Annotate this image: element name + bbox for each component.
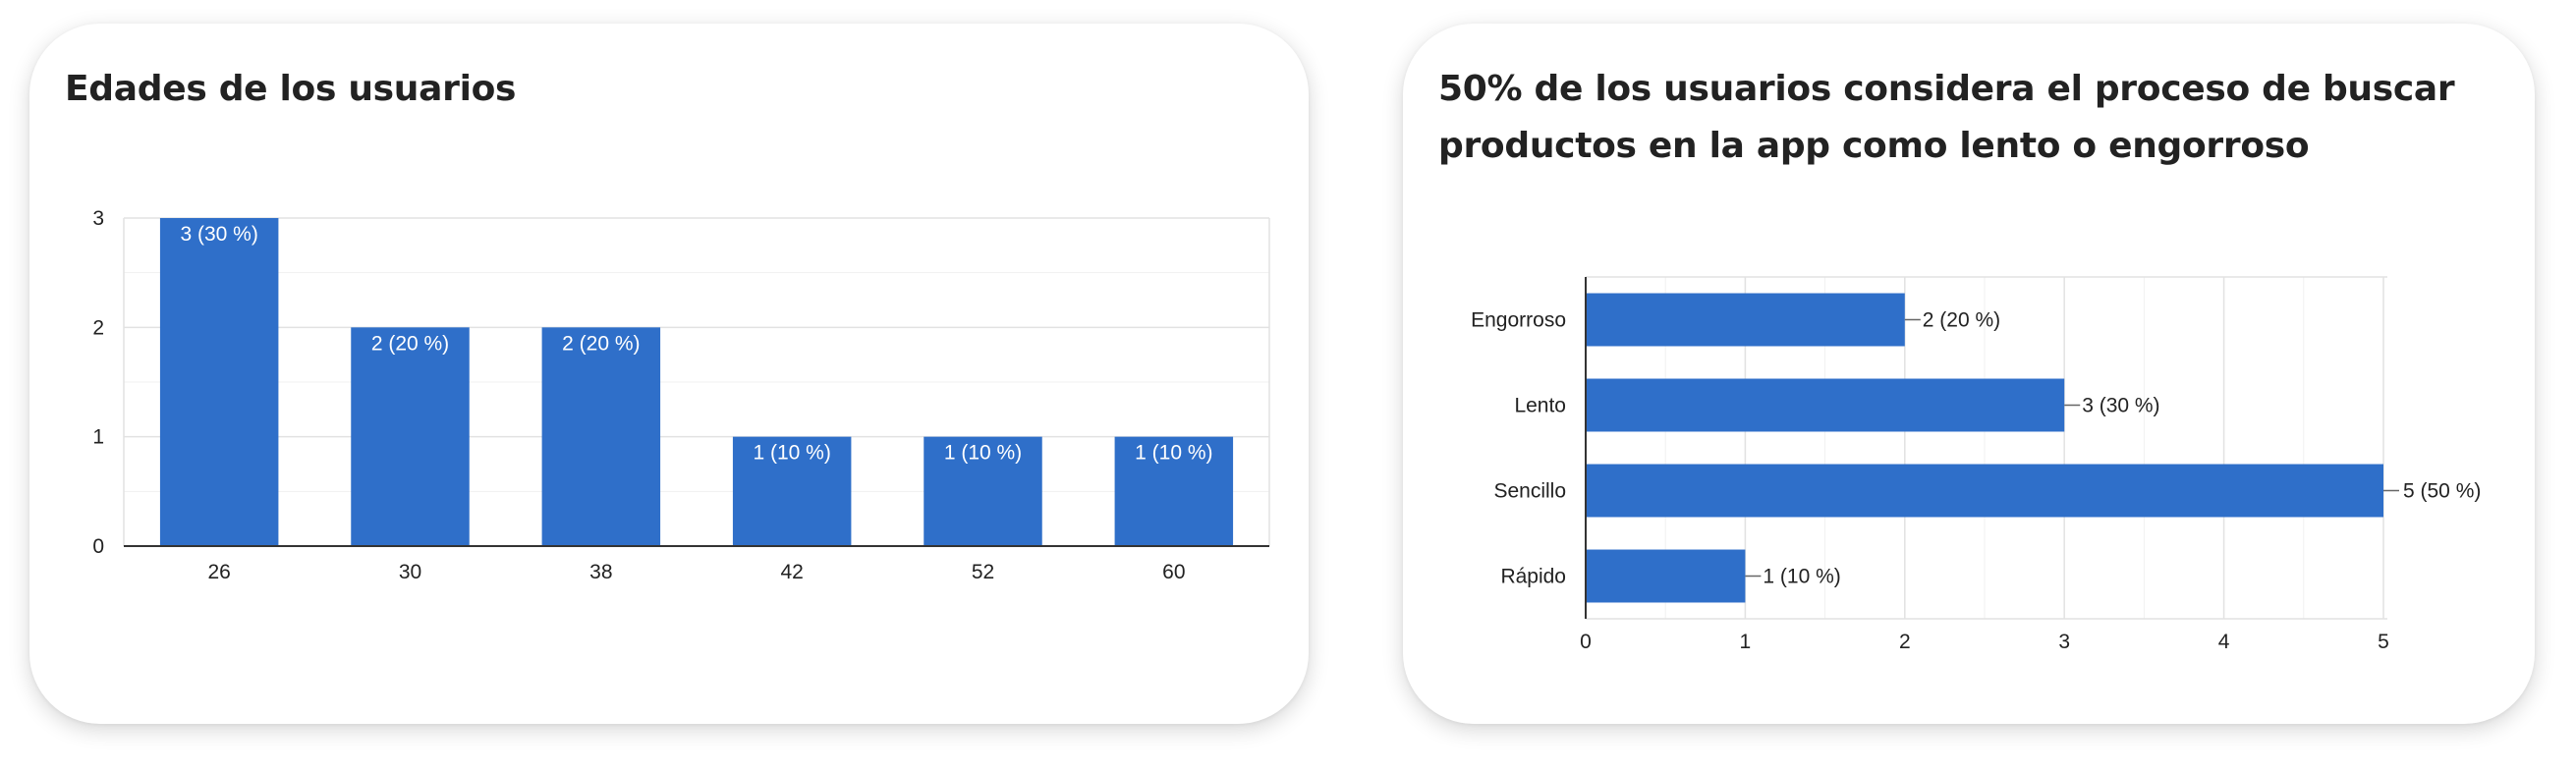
data-label: 5 (50 %) — [2403, 480, 2481, 503]
bar — [159, 218, 279, 546]
search-perception-chart-card: 50% de los usuarios considera el proceso… — [1403, 24, 2535, 724]
bar — [1114, 436, 1234, 546]
y-tick-label: Lento — [1514, 395, 1566, 417]
data-label: 1 (10 %) — [944, 442, 1022, 465]
y-tick-label: 3 — [92, 207, 104, 230]
data-label: 2 (20 %) — [562, 332, 640, 355]
y-tick-label: Engorroso — [1471, 309, 1566, 332]
y-tick-label: 1 — [92, 426, 104, 449]
y-tick-label: Sencillo — [1493, 480, 1566, 503]
age-chart-title: Edades de los usuarios — [65, 69, 517, 109]
x-tick-label: 1 — [1740, 631, 1752, 653]
bar — [732, 436, 852, 546]
x-tick-label: 30 — [399, 561, 421, 583]
y-tick-label: 0 — [92, 535, 104, 558]
x-tick-label: 4 — [2218, 631, 2230, 653]
x-tick-label: 26 — [207, 561, 230, 583]
x-tick-label: 0 — [1580, 631, 1592, 653]
age-chart-card: Edades de los usuarios 0 1 2 3 3 (30 %) 26 2 (… — [29, 24, 1309, 724]
x-tick-label: 5 — [2378, 631, 2389, 653]
x-tick-label: 2 — [1899, 631, 1911, 653]
y-tick-label: Rápido — [1500, 566, 1566, 588]
bar — [1586, 464, 2383, 518]
data-label: 1 (10 %) — [1135, 442, 1212, 465]
bar — [924, 436, 1042, 546]
x-tick-label: 60 — [1162, 561, 1185, 583]
data-label: 3 (30 %) — [2082, 395, 2159, 417]
x-tick-label: 42 — [780, 561, 803, 583]
data-label: 2 (20 %) — [371, 332, 449, 355]
bar — [351, 327, 470, 546]
x-tick-label: 38 — [589, 561, 612, 583]
data-label: 2 (20 %) — [1923, 309, 2000, 332]
y-tick-label: 2 — [92, 316, 104, 339]
x-tick-label: 3 — [2058, 631, 2070, 653]
search-perception-bar-chart: 0 1 2 3 4 5 Engorroso 2 (20 %) Lento 3 (30 %) Senc… — [1471, 276, 2481, 653]
data-label: 1 (10 %) — [1763, 566, 1840, 588]
age-bar-chart: 0 1 2 3 3 (30 %) 26 2 (20 %) 30 2 (20 %) 38 1 (10 … — [92, 207, 1270, 583]
bar — [1586, 293, 1905, 347]
data-label: 3 (30 %) — [180, 223, 257, 246]
search-perception-chart-title: 50% de los usuarios considera el proceso… — [1438, 69, 2455, 166]
data-label: 1 (10 %) — [753, 442, 830, 465]
bar — [1586, 549, 1746, 603]
x-tick-label: 52 — [972, 561, 994, 583]
bar — [1586, 378, 2065, 432]
bar — [541, 327, 661, 546]
